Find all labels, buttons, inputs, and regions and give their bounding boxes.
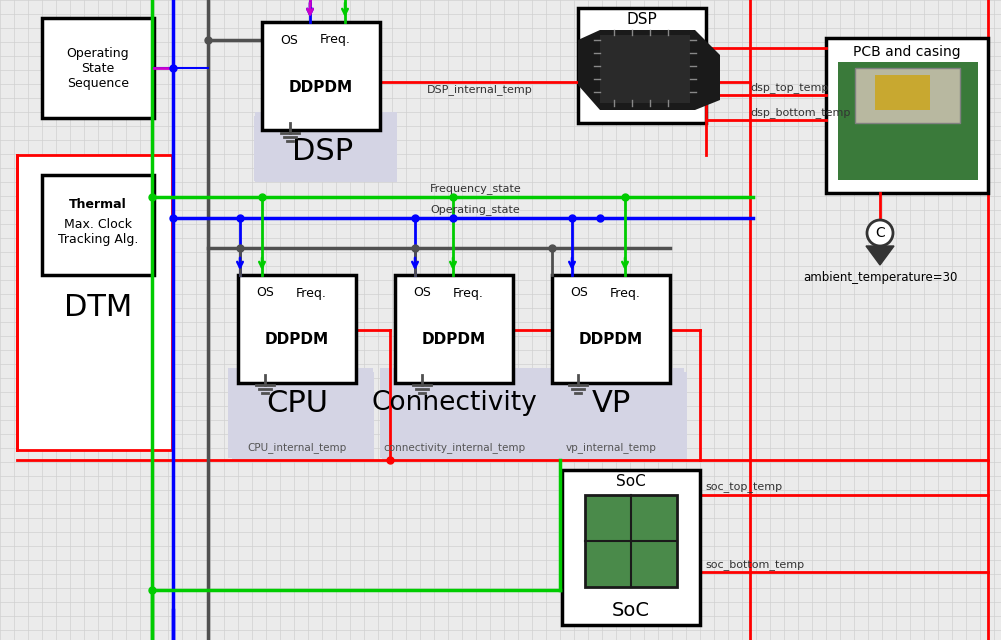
Text: DSP: DSP: [292, 136, 353, 166]
Text: soc_top_temp: soc_top_temp: [705, 483, 782, 493]
Bar: [395, 275, 513, 383]
Text: Thermal: Thermal: [69, 198, 127, 211]
Text: DDPDM: DDPDM: [289, 79, 353, 95]
Text: soc_bottom_temp: soc_bottom_temp: [705, 559, 804, 570]
Bar: [42, 175, 154, 275]
Bar: [238, 275, 356, 383]
Text: connectivity_internal_temp: connectivity_internal_temp: [383, 442, 526, 454]
Bar: [542, 372, 687, 460]
Text: dsp_top_temp: dsp_top_temp: [750, 83, 829, 93]
Bar: [17, 155, 172, 450]
Polygon shape: [866, 246, 894, 265]
Text: DDPDM: DDPDM: [422, 333, 486, 348]
Bar: [838, 62, 978, 180]
Text: OS: OS: [280, 33, 298, 47]
Bar: [875, 75, 930, 110]
Bar: [262, 22, 380, 130]
Text: DTM: DTM: [64, 294, 132, 323]
Text: OS: OS: [413, 287, 430, 300]
Text: SoC: SoC: [617, 474, 646, 490]
Text: CPU: CPU: [266, 388, 328, 417]
Text: OS: OS: [570, 287, 588, 300]
Bar: [855, 68, 960, 123]
Bar: [562, 470, 700, 625]
Bar: [228, 368, 373, 458]
Text: Freq.: Freq.: [296, 287, 327, 300]
Bar: [382, 372, 557, 460]
Text: vp_internal_temp: vp_internal_temp: [566, 442, 657, 454]
Bar: [585, 495, 677, 587]
Text: DSP: DSP: [627, 13, 658, 28]
Text: C: C: [875, 226, 885, 240]
Text: PCB and casing: PCB and casing: [853, 45, 961, 59]
Bar: [578, 8, 706, 123]
Text: Connectivity: Connectivity: [371, 390, 537, 416]
Bar: [42, 18, 154, 118]
Text: Operating
State
Sequence: Operating State Sequence: [67, 47, 129, 90]
Polygon shape: [578, 30, 720, 110]
Bar: [600, 35, 690, 103]
Bar: [826, 38, 988, 193]
Text: Operating_state: Operating_state: [430, 205, 520, 216]
Text: Freq.: Freq.: [320, 33, 351, 47]
Bar: [254, 116, 392, 181]
Circle shape: [867, 220, 893, 246]
Bar: [232, 372, 374, 460]
Text: VP: VP: [592, 388, 631, 417]
Text: Freq.: Freq.: [453, 287, 483, 300]
Bar: [380, 368, 558, 458]
Text: dsp_bottom_temp: dsp_bottom_temp: [750, 108, 851, 118]
Text: Freq.: Freq.: [610, 287, 641, 300]
Text: CPU_internal_temp: CPU_internal_temp: [247, 442, 346, 454]
Text: Max. Clock
Tracking Alg.: Max. Clock Tracking Alg.: [58, 218, 138, 246]
Text: DDPDM: DDPDM: [265, 333, 329, 348]
Text: Frequency_state: Frequency_state: [430, 184, 522, 195]
Text: SoC: SoC: [612, 600, 650, 620]
Text: OS: OS: [256, 287, 274, 300]
Bar: [255, 112, 397, 182]
Text: DDPDM: DDPDM: [579, 333, 643, 348]
Text: ambient_temperature=30: ambient_temperature=30: [803, 271, 957, 285]
Bar: [542, 368, 684, 458]
Bar: [552, 275, 670, 383]
Text: DSP_internal_temp: DSP_internal_temp: [427, 84, 533, 95]
